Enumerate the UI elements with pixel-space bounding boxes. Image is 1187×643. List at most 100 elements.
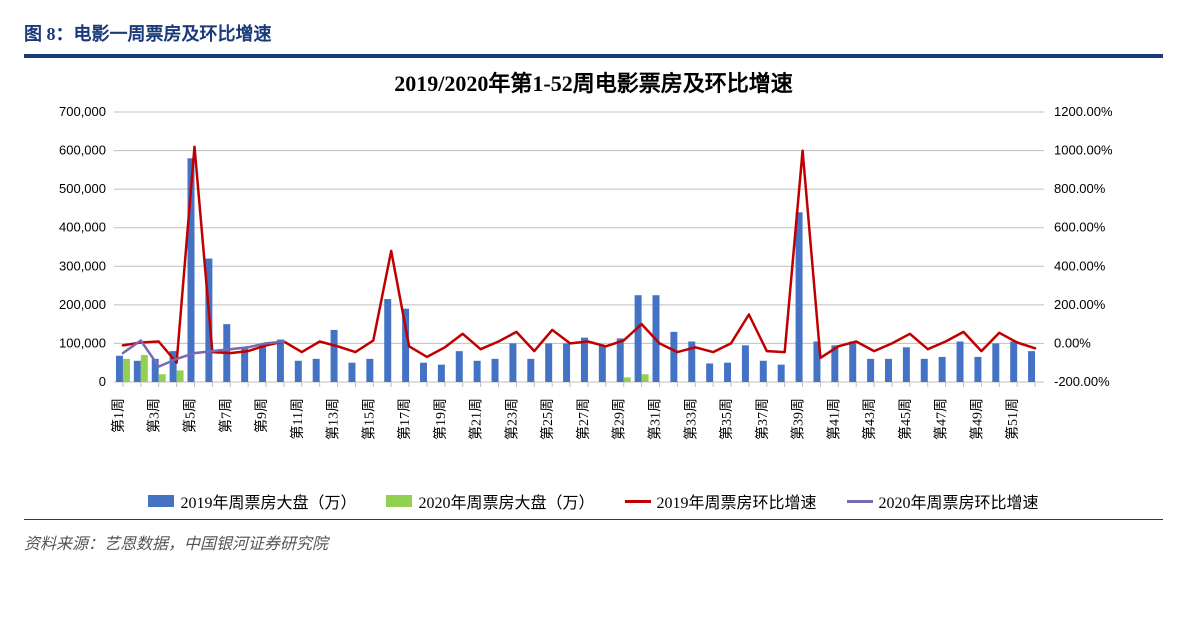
bar <box>724 363 731 382</box>
svg-text:500,000: 500,000 <box>59 181 106 196</box>
category-label: 第5周 <box>181 398 198 433</box>
bar <box>456 351 463 382</box>
category-label: 第37周 <box>754 398 771 440</box>
category-label: 第19周 <box>432 398 449 440</box>
chart-svg-holder: 0 100,000 200,000 300,000 400,000 500,000 600,… <box>24 102 1163 487</box>
bar <box>545 343 552 382</box>
bar <box>1010 342 1017 383</box>
bar <box>438 365 445 382</box>
category-label: 第21周 <box>468 398 485 440</box>
bar <box>420 363 427 382</box>
bar <box>474 361 481 382</box>
svg-text:100,000: 100,000 <box>59 335 106 350</box>
bar <box>295 361 302 382</box>
bar <box>1028 351 1035 382</box>
bar <box>277 340 284 382</box>
svg-text:0.00%: 0.00% <box>1054 335 1091 350</box>
rule-bottom <box>24 519 1163 520</box>
bar <box>366 359 373 382</box>
legend-item: 2019年周票房环比增速 <box>625 489 817 513</box>
svg-text:200,000: 200,000 <box>59 297 106 312</box>
bar <box>116 356 123 382</box>
category-label: 第29周 <box>611 398 628 440</box>
category-label: 第27周 <box>575 398 592 440</box>
category-label: 第11周 <box>289 398 306 439</box>
rule-top <box>24 54 1163 58</box>
bar <box>331 330 338 382</box>
category-label: 第17周 <box>396 398 413 440</box>
svg-text:800.00%: 800.00% <box>1054 181 1106 196</box>
bar <box>617 338 624 382</box>
legend-label: 2019年周票房大盘（万） <box>180 489 356 513</box>
bar <box>134 361 141 382</box>
bar <box>778 365 785 382</box>
bar <box>670 332 677 382</box>
legend-swatch-line <box>847 500 873 503</box>
bar <box>760 361 767 382</box>
legend-swatch-bar <box>148 495 174 507</box>
figure-label: 图 8：电影一周票房及环比增速 <box>24 10 1163 54</box>
category-label: 第13周 <box>325 398 342 440</box>
legend-item: 2020年周票房大盘（万） <box>386 489 594 513</box>
bar <box>903 347 910 382</box>
category-label: 第49周 <box>968 398 985 440</box>
bar <box>563 343 570 382</box>
bar <box>313 359 320 382</box>
series-line <box>123 147 1035 363</box>
bar <box>742 345 749 382</box>
svg-text:700,000: 700,000 <box>59 104 106 119</box>
category-label: 第35周 <box>718 398 735 440</box>
bar <box>849 342 856 383</box>
svg-text:1000.00%: 1000.00% <box>1054 143 1113 158</box>
category-label: 第39周 <box>790 398 807 440</box>
chart-svg: 0 100,000 200,000 300,000 400,000 500,000 600,… <box>24 102 1144 482</box>
category-label: 第47周 <box>933 398 950 440</box>
bar <box>384 299 391 382</box>
bar <box>706 363 713 382</box>
bar <box>141 355 148 382</box>
svg-text:400.00%: 400.00% <box>1054 258 1106 273</box>
bar <box>635 295 642 382</box>
svg-text:600,000: 600,000 <box>59 143 106 158</box>
legend-label: 2019年周票房环比增速 <box>657 489 817 513</box>
bar <box>159 374 166 382</box>
svg-text:600.00%: 600.00% <box>1054 220 1106 235</box>
category-label: 第23周 <box>503 398 520 440</box>
chart-container: 2019/2020年第1-52周电影票房及环比增速 0100,000200,00… <box>24 66 1163 513</box>
bar <box>177 370 184 382</box>
bar <box>509 343 516 382</box>
bar <box>974 357 981 382</box>
category-label: 第43周 <box>861 398 878 440</box>
bar <box>642 374 649 382</box>
bar <box>492 359 499 382</box>
bar <box>885 359 892 382</box>
category-label: 第7周 <box>217 398 234 433</box>
bar <box>259 345 266 382</box>
category-label: 第41周 <box>825 398 842 440</box>
bar <box>348 363 355 382</box>
svg-text:400,000: 400,000 <box>59 220 106 235</box>
category-label: 第1周 <box>110 398 127 433</box>
bar <box>599 345 606 382</box>
legend-label: 2020年周票房环比增速 <box>879 489 1039 513</box>
svg-text:300,000: 300,000 <box>59 258 106 273</box>
svg-text:200.00%: 200.00% <box>1054 297 1106 312</box>
chart-legend: 2019年周票房大盘（万） 2020年周票房大盘（万） 2019年周票房环比增速 20… <box>24 489 1163 513</box>
legend-label: 2020年周票房大盘（万） <box>418 489 594 513</box>
bar <box>957 342 964 383</box>
bar <box>921 359 928 382</box>
bar <box>624 377 631 382</box>
category-label: 第45周 <box>897 398 914 440</box>
category-label: 第3周 <box>146 398 163 433</box>
category-label: 第25周 <box>539 398 556 440</box>
bar <box>123 359 130 382</box>
svg-text:-200.00%: -200.00% <box>1054 374 1110 389</box>
svg-text:0: 0 <box>99 374 106 389</box>
bar <box>796 212 803 382</box>
bar <box>939 357 946 382</box>
category-label: 第9周 <box>253 398 270 433</box>
bar <box>992 343 999 382</box>
legend-item: 2020年周票房环比增速 <box>847 489 1039 513</box>
category-label: 第33周 <box>682 398 699 440</box>
category-label: 第15周 <box>360 398 377 440</box>
